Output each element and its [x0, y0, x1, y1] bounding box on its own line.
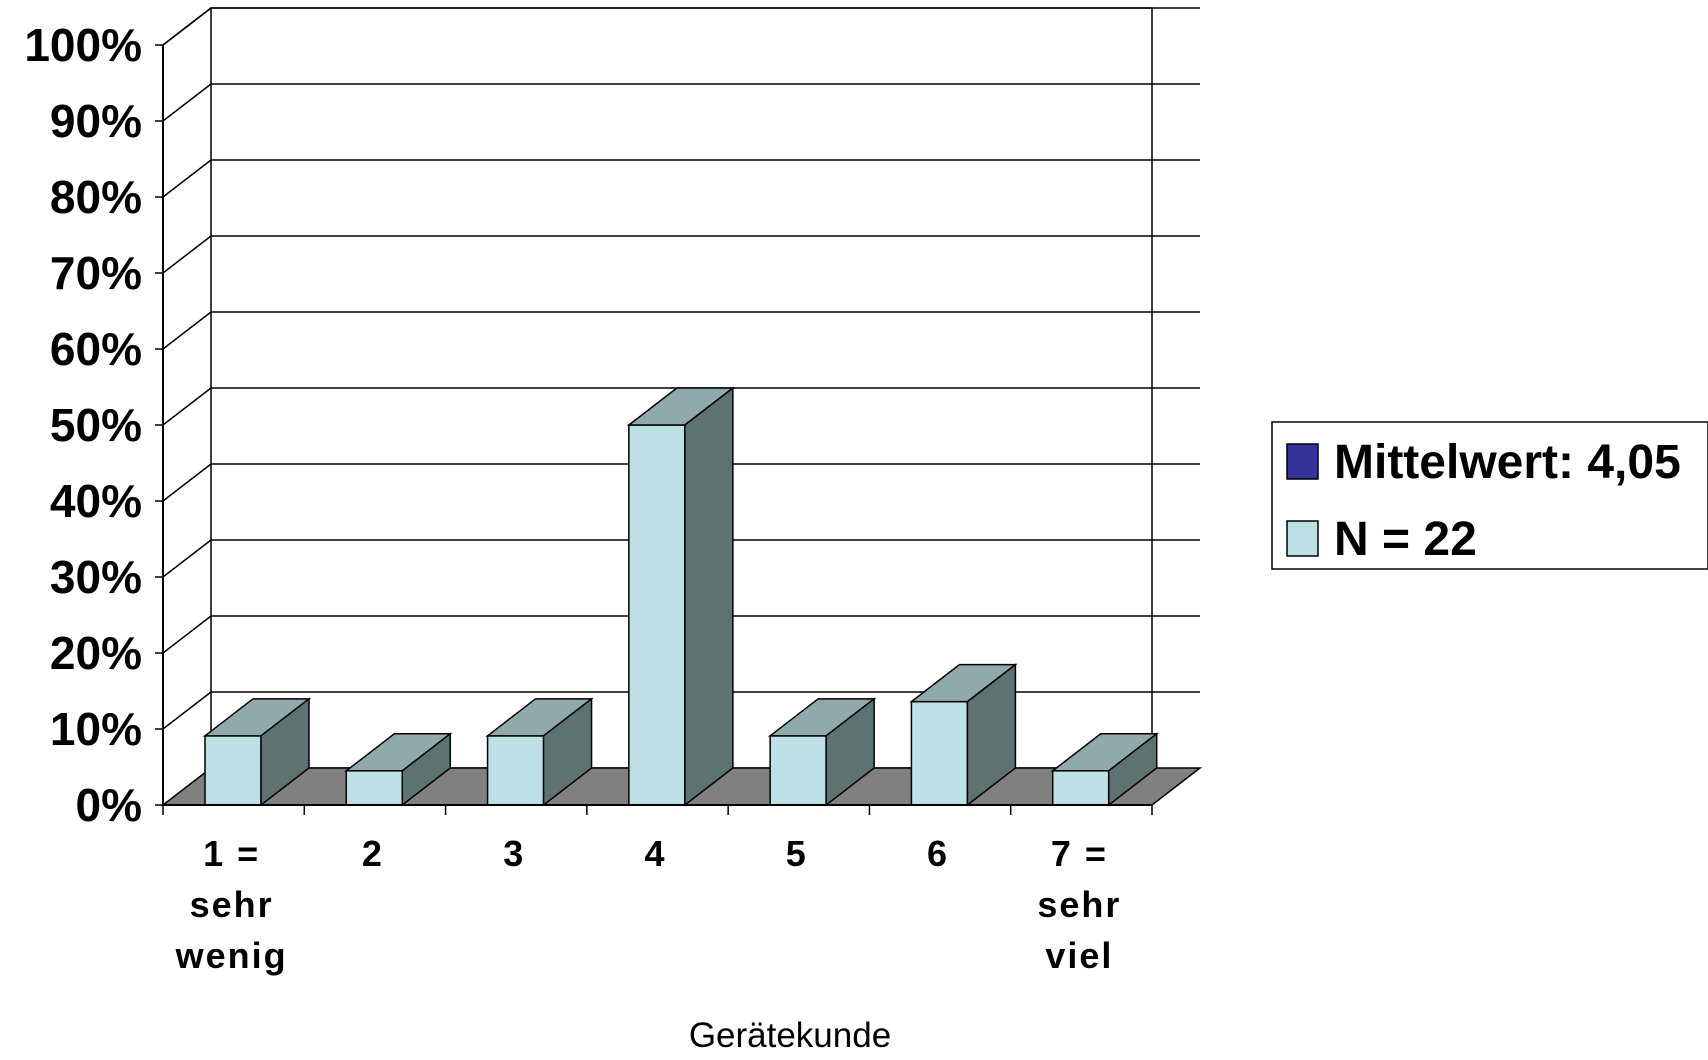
- x-tick-label-line: 3: [503, 833, 525, 874]
- x-tick-label: 7 = sehr viel: [1037, 833, 1121, 976]
- bar-front: [486, 735, 545, 806]
- gridline-side: [162, 463, 212, 502]
- legend-label: N = 22: [1334, 513, 1477, 566]
- bar-side: [542, 697, 593, 807]
- bar-front: [910, 700, 969, 806]
- y-tick-label: 30%: [50, 551, 142, 603]
- bar-front: [628, 424, 686, 806]
- legend: Mittelwert: 4,05 N = 22: [1271, 421, 1708, 570]
- y-tick-label: 80%: [50, 171, 142, 223]
- bar-side: [260, 697, 310, 807]
- bar-side: [825, 697, 875, 807]
- x-tick-labels: 1 = sehr wenig 2 3 4 5 6 7 = sehr viel: [175, 833, 1121, 976]
- bar-front: [769, 735, 827, 806]
- x-tick-label: 4: [644, 833, 666, 874]
- bars: [202, 386, 1159, 807]
- gridline-side: [162, 615, 212, 654]
- legend-swatch: [1286, 443, 1319, 480]
- bar-front: [1051, 770, 1110, 806]
- x-tick-label: 6: [927, 833, 949, 874]
- y-tick-label: 100%: [24, 19, 142, 71]
- bar-side: [1107, 732, 1158, 807]
- x-tick-label-line: 1 =: [203, 833, 260, 874]
- y-tick-label: 40%: [50, 475, 142, 527]
- x-tick-label: 1 = sehr wenig: [175, 833, 288, 976]
- legend-swatch: [1286, 520, 1319, 557]
- bar: [767, 697, 877, 807]
- x-tick-label-line: sehr: [190, 884, 274, 925]
- bar-front: [345, 770, 404, 806]
- y-tick-label: 60%: [50, 323, 142, 375]
- x-tick-label-line: 2: [362, 833, 384, 874]
- x-tick-label: 3: [503, 833, 525, 874]
- gridline-side: [162, 539, 212, 578]
- x-tick-label-line: 6: [927, 833, 949, 874]
- x-tick-label-line: 7 =: [1051, 833, 1108, 874]
- gridline-side: [162, 83, 212, 122]
- y-tick-label: 70%: [50, 247, 142, 299]
- gridline-side: [162, 691, 212, 730]
- axes: [155, 44, 1153, 815]
- bar-side: [401, 732, 452, 807]
- x-tick-label-line: viel: [1045, 935, 1113, 976]
- x-tick-label-line: 4: [644, 833, 666, 874]
- gridline-side: [162, 7, 212, 46]
- legend-box: [1271, 421, 1708, 570]
- gridline-side: [162, 387, 212, 426]
- y-tick-label: 10%: [50, 703, 142, 755]
- bar: [344, 732, 453, 807]
- y-tick-label: 50%: [50, 399, 142, 451]
- y-tick-label: 0%: [76, 779, 142, 831]
- x-tick-label-line: 5: [786, 833, 808, 874]
- bar-front: [204, 735, 262, 806]
- x-axis-label: Gerätekunde: [689, 1016, 891, 1055]
- bar-side: [966, 663, 1017, 807]
- y-tick-label: 90%: [50, 95, 142, 147]
- legend-label: Mittelwert: 4,05: [1334, 436, 1681, 489]
- x-tick-label: 5: [786, 833, 808, 874]
- bar: [626, 386, 736, 807]
- bar: [485, 697, 594, 807]
- x-tick-label-line: wenig: [175, 935, 288, 976]
- bar-side: [684, 386, 734, 807]
- y-tick-label: 20%: [50, 627, 142, 679]
- y-tick-labels: 0% 10% 20% 30% 40% 50% 60% 70% 80% 90% 100%: [24, 19, 142, 831]
- gridline-side: [162, 159, 212, 198]
- bar: [202, 697, 312, 807]
- x-tick-label: 2: [362, 833, 384, 874]
- x-tick-label-line: sehr: [1037, 884, 1121, 925]
- gridline-side: [162, 311, 212, 350]
- gridline-side: [162, 235, 212, 274]
